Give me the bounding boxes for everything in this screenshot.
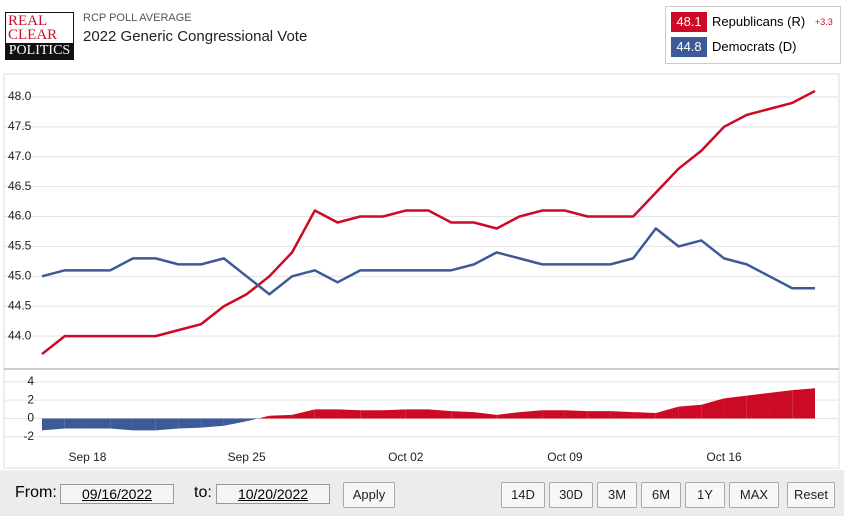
spread-area [633, 412, 656, 419]
chart: 44.0 44.5 45.0 45.5 46.0 46.5 47.0 47.5 48.0 4 2 0 -… [3, 73, 840, 469]
y-tick-label: 44.0 [8, 328, 32, 342]
x-tick-label: Oct 09 [547, 450, 583, 464]
from-label: From: [15, 484, 57, 501]
logo-word: REAL [8, 13, 48, 29]
range-button[interactable]: Reset [787, 482, 835, 508]
spread-area [337, 409, 361, 419]
to-label: to: [194, 484, 212, 501]
apply-button[interactable]: Apply [343, 482, 395, 508]
x-tick-label: Oct 16 [706, 450, 742, 464]
spread-area [201, 418, 224, 428]
spread-area [769, 390, 793, 419]
spread-area [792, 388, 815, 419]
spread-area [655, 406, 679, 419]
spread-area [42, 418, 65, 431]
spread-area [678, 404, 702, 419]
logo[interactable]: REAL CLEAR POLITICS [5, 12, 74, 60]
range-button[interactable]: 3M [597, 482, 637, 508]
chart-title: 2022 Generic Congressional Vote [83, 28, 308, 45]
spread-area [746, 392, 770, 419]
x-tick-label: Sep 18 [68, 450, 106, 464]
spread-area [451, 411, 474, 419]
legend-value: 48.1 [671, 12, 707, 32]
legend-label: Republicans (R) [712, 14, 806, 29]
spread-area [496, 412, 520, 419]
y-tick-label: 45.5 [8, 239, 32, 253]
spread-area [610, 411, 634, 419]
spread-area [110, 418, 133, 431]
legend-label: Democrats (D) [712, 39, 797, 54]
range-button[interactable]: 1Y [685, 482, 725, 508]
spread-area [64, 418, 88, 429]
range-button[interactable]: 6M [641, 482, 681, 508]
y-tick-label: 46.5 [8, 179, 32, 193]
spread-area [132, 418, 156, 431]
spread-area [542, 410, 565, 419]
series-line [41, 227, 815, 296]
y-tick-label: 47.0 [8, 149, 32, 163]
spread-area [87, 418, 111, 429]
spread-area [701, 398, 725, 419]
spread-area [223, 418, 247, 426]
logo-word: POLITICS [6, 43, 73, 59]
legend: 48.1 Republicans (R) +3.3 44.8 Democrats… [665, 6, 841, 64]
from-date[interactable]: 09/16/2022 [60, 484, 174, 504]
x-tick-label: Sep 25 [228, 450, 266, 464]
spread-area [405, 409, 429, 419]
y-tick-label: 48.0 [8, 89, 32, 103]
spread-area [155, 418, 179, 431]
spread-area [178, 418, 202, 429]
logo-word: CLEAR [8, 27, 58, 43]
spread-tick-label: 0 [27, 411, 34, 425]
series-line [41, 89, 816, 356]
spread-area [269, 414, 293, 419]
spread-area [428, 409, 452, 419]
spread-tick-label: -2 [23, 429, 34, 443]
range-button[interactable]: MAX [729, 482, 779, 508]
spread-area [257, 415, 270, 419]
spread-tick-label: 2 [27, 392, 34, 406]
spread-tick-label: 4 [27, 374, 34, 388]
range-button[interactable]: 30D [549, 482, 593, 508]
spread-area [360, 410, 384, 419]
spread-area [246, 418, 258, 422]
legend-value: 44.8 [671, 37, 707, 57]
spread-area [724, 395, 747, 419]
x-tick-label: Oct 02 [388, 450, 424, 464]
spread-area [314, 409, 338, 419]
y-tick-label: 46.0 [8, 209, 32, 223]
spread-area [473, 412, 497, 419]
spread-area [587, 411, 611, 419]
to-date[interactable]: 10/20/2022 [216, 484, 330, 504]
spread-area [519, 410, 543, 419]
lead: +3.3 [815, 17, 833, 27]
spread-area [292, 409, 315, 419]
y-tick-label: 45.0 [8, 268, 32, 282]
spread-area [564, 410, 588, 419]
range-button[interactable]: 14D [501, 482, 545, 508]
y-tick-label: 44.5 [8, 298, 32, 312]
spread-area [383, 409, 406, 419]
kicker: RCP POLL AVERAGE [83, 12, 192, 24]
y-tick-label: 47.5 [8, 119, 32, 133]
